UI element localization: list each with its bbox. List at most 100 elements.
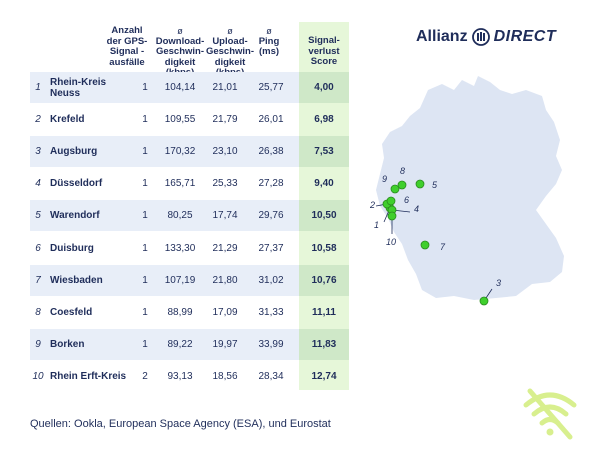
cell-download: 89,22	[167, 338, 193, 350]
cell-download: 133,30	[164, 242, 196, 254]
cell-upload: 17,09	[212, 306, 238, 318]
cell-name: Wiesbaden	[50, 274, 103, 286]
cell-ping: 31,33	[258, 306, 284, 318]
cell-ping: 27,37	[258, 242, 284, 254]
cell-score: 10,76	[299, 264, 349, 296]
brand-logo: Allianz DIRECT	[416, 28, 556, 46]
map-marker-label: 2	[369, 200, 375, 210]
cell-rank: 1	[35, 82, 41, 93]
map-marker-label: 7	[440, 242, 446, 252]
cell-gps: 1	[142, 338, 148, 350]
cell-upload: 17,74	[212, 210, 238, 222]
map-marker-9	[390, 184, 400, 194]
cell-gps: 1	[142, 114, 148, 126]
table-row: 4 Düsseldorf 1 165,71 25,33 27,28 9,40	[30, 168, 349, 199]
cell-gps: 2	[142, 370, 148, 382]
cell-ping: 25,77	[258, 82, 284, 93]
cell-gps: 1	[142, 178, 148, 190]
cell-name: Borken	[50, 338, 85, 350]
map-marker-6	[386, 196, 396, 206]
map-marker-label: 1	[374, 220, 379, 230]
map-marker-10	[387, 211, 397, 221]
cell-download: 104,14	[164, 82, 196, 93]
cell-download: 109,55	[164, 114, 196, 126]
header-gps: Anzahl der GPS-Signal -ausfälle	[106, 25, 148, 68]
table-row: 5 Warendorf 1 80,25 17,74 29,76 10,50	[30, 200, 349, 232]
cell-gps: 1	[142, 146, 148, 158]
map-marker-label: 6	[404, 195, 409, 205]
cell-download: 165,71	[164, 178, 196, 190]
cell-upload: 25,33	[212, 178, 238, 190]
cell-download: 88,99	[167, 306, 193, 318]
cell-score: 4,00	[299, 72, 349, 103]
cell-rank: 10	[32, 370, 44, 382]
cell-ping: 33,99	[258, 338, 284, 350]
cell-name: Warendorf	[50, 210, 100, 222]
cell-score: 10,58	[311, 242, 337, 254]
table-row: 10 Rhein Erft-Kreis 2 93,13 18,56 28,34 12,74	[30, 361, 349, 392]
cell-upload: 23,10	[212, 146, 238, 158]
cell-name: Augsburg	[50, 146, 98, 158]
table-row: 7 Wiesbaden 1 107,19 21,80 31,02 10,76	[30, 264, 349, 296]
map-marker-label: 5	[432, 180, 438, 190]
table-row: 1 Rhein-Kreis Neuss 1 104,14 21,01 25,77 4,00	[30, 72, 349, 103]
cell-rank: 6	[35, 242, 41, 254]
cell-score: 6,98	[314, 114, 334, 126]
map-marker-3	[479, 296, 489, 306]
cell-ping: 26,38	[258, 146, 284, 158]
brand-suffix: DIRECT	[493, 28, 557, 45]
map-marker-label: 8	[400, 166, 405, 176]
cell-score: 11,11	[312, 306, 336, 318]
cell-gps: 1	[142, 242, 148, 254]
map-marker-8	[397, 180, 407, 190]
map-marker-5	[415, 179, 425, 189]
cell-name: Rhein-Kreis Neuss	[50, 76, 107, 99]
cell-gps: 1	[142, 210, 148, 222]
cell-download: 170,32	[164, 146, 196, 158]
cell-score: 7,53	[299, 136, 349, 168]
table-row: 9 Borken 1 89,22 19,97 33,99 11,83	[30, 328, 349, 360]
cell-rank: 5	[35, 210, 41, 222]
cell-score: 9,40	[314, 178, 334, 190]
cell-upload: 21,29	[212, 242, 238, 254]
cell-upload: 21,80	[212, 274, 238, 286]
map-marker-label: 4	[414, 204, 419, 214]
cell-gps: 1	[142, 82, 148, 93]
cell-rank: 2	[35, 114, 41, 126]
brand-name: Allianz	[416, 28, 468, 45]
cell-name: Coesfeld	[50, 306, 93, 318]
cell-upload: 21,01	[212, 82, 238, 93]
cell-rank: 4	[35, 178, 41, 190]
header-ping: ø Ping (ms)	[258, 26, 280, 57]
map-marker-7	[420, 240, 430, 250]
cell-rank: 9	[35, 338, 41, 350]
cell-ping: 28,34	[258, 370, 284, 382]
cell-name: Duisburg	[50, 242, 94, 254]
table-row: 6 Duisburg 1 133,30 21,29 27,37 10,58	[30, 233, 349, 264]
map-marker-label: 3	[496, 278, 501, 288]
cell-upload: 19,97	[212, 338, 238, 350]
cell-ping: 26,01	[258, 114, 284, 126]
map-marker-label: 9	[382, 174, 387, 184]
source-note: Quellen: Ookla, European Space Agency (E…	[30, 418, 331, 430]
cell-gps: 1	[142, 306, 148, 318]
cell-rank: 3	[35, 146, 41, 158]
cell-rank: 8	[35, 306, 41, 318]
cell-name: Krefeld	[50, 114, 85, 126]
allianz-eagle-icon	[471, 28, 490, 46]
cell-download: 93,13	[167, 370, 193, 382]
cell-ping: 29,76	[258, 210, 284, 222]
cell-name: Düsseldorf	[50, 178, 103, 190]
germany-map: 1 2 3 4 5 6 7 8 9 10	[369, 76, 564, 306]
cell-name: Rhein Erft-Kreis	[50, 370, 127, 382]
header-score: Signal-verlust Score	[308, 35, 340, 67]
cell-score: 12,74	[311, 370, 337, 382]
table-row: 2 Krefeld 1 109,55 21,79 26,01 6,98	[30, 104, 349, 135]
cell-download: 80,25	[167, 210, 193, 222]
cell-score: 10,50	[299, 200, 349, 232]
map-markers: 1 2 3 4 5 6 7 8 9 10	[369, 166, 501, 306]
cell-upload: 18,56	[212, 370, 238, 382]
cell-download: 107,19	[164, 274, 196, 286]
